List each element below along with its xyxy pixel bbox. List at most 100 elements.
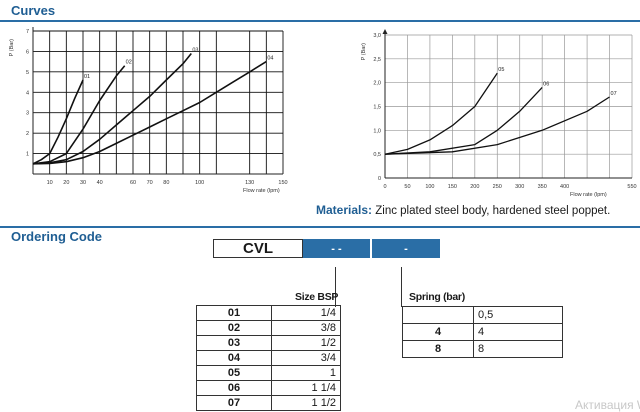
x-tick-label: 250 [493, 184, 502, 190]
size-value: 1/2 [271, 335, 341, 351]
x-tick-label: 50 [404, 184, 410, 190]
table-row: 01 1/4 [196, 305, 341, 321]
x-tick-label: 200 [470, 184, 479, 190]
series-label-05: 05 [498, 67, 504, 73]
size-code: 05 [196, 365, 272, 381]
size-value: 1 1/4 [271, 380, 341, 396]
size-value: 3/4 [271, 350, 341, 366]
x-tick-label: 40 [97, 180, 103, 186]
size-value: 1/4 [271, 305, 341, 321]
series-line-07 [384, 96, 610, 155]
x-tick-label: 100 [195, 180, 204, 186]
series-line-05 [384, 72, 498, 155]
spring-table-header: Spring (bar) [409, 291, 465, 303]
table-row: 04 3/4 [196, 350, 341, 366]
series-label-04: 04 [267, 56, 273, 62]
chart-flow-pressure-05-07: 00,51,01,52,02,53,00 50 100 150 200 250 300 350… [361, 29, 637, 198]
series-label-02: 02 [126, 60, 132, 66]
y-tick-label: 0,5 [373, 152, 381, 158]
connector-spring [401, 267, 402, 307]
series-label-06: 06 [543, 81, 549, 87]
code-separator [370, 239, 372, 258]
y-tick-label: 1,0 [373, 128, 381, 134]
x-tick-label: 350 [538, 184, 547, 190]
activation-watermark: Активация W [575, 398, 640, 412]
spring-value: 0,5 [473, 306, 563, 324]
spring-table: 0,5 4 4 8 8 [402, 306, 563, 358]
code-spring-selector: - [372, 239, 440, 258]
series-label-01: 01 [84, 74, 90, 80]
x-tick-label: 150 [278, 180, 287, 186]
y-tick-label: 2,5 [373, 57, 381, 63]
y-tick-label: 7 [26, 29, 29, 35]
size-code: 07 [196, 395, 272, 411]
series-line-01 [32, 79, 84, 165]
y-tick-label: 2,0 [373, 81, 381, 87]
y-tick-label: 4 [26, 90, 29, 96]
y-tick-label: 1,5 [373, 105, 381, 111]
code-prefix: CVL [213, 239, 303, 258]
spring-value: 4 [473, 323, 563, 341]
series-label-07: 07 [611, 91, 617, 97]
table-row: 06 1 1/4 [196, 380, 341, 396]
spring-code [402, 306, 474, 324]
y-tick-label: 0 [378, 176, 381, 182]
series-line-03 [32, 52, 192, 165]
x-tick-label: 60 [130, 180, 136, 186]
spring-code: 4 [402, 323, 474, 341]
x-tick-label: 20 [63, 180, 69, 186]
table-row: 02 3/8 [196, 320, 341, 336]
materials-label: Materials: [316, 203, 373, 217]
y-tick-label: 3 [26, 111, 29, 117]
x-tick-label: 0 [383, 184, 386, 190]
y-tick-label: 2 [26, 131, 29, 137]
y-axis-label: P (Bar) [9, 39, 15, 56]
size-code: 06 [196, 380, 272, 396]
x-axis-label: Flow rate (lpm) [243, 188, 280, 194]
x-tick-label: 70 [147, 180, 153, 186]
y-axis-arrow [382, 29, 388, 34]
section-rule-ordering [0, 226, 640, 228]
size-table-header: Size BSP [295, 291, 339, 303]
table-row: 07 1 1/2 [196, 395, 341, 411]
table-row: 05 1 [196, 365, 341, 381]
size-table: 01 1/4 02 3/8 03 1/2 04 3/4 05 1 06 1 1/4 07 1 1/2 [196, 305, 341, 411]
section-title-curves: Curves [11, 3, 56, 18]
materials-text: Zinc plated steel body, hardened steel p… [375, 205, 611, 217]
x-tick-label: 30 [80, 180, 86, 186]
size-value: 1 1/2 [271, 395, 341, 411]
section-rule-curves [0, 20, 640, 22]
size-code: 04 [196, 350, 272, 366]
y-tick-label: 1 [26, 152, 29, 158]
x-tick-label: 100 [425, 184, 434, 190]
x-tick-label: 130 [245, 180, 254, 186]
size-value: 3/8 [271, 320, 341, 336]
connector-size [335, 267, 336, 307]
x-axis-label: Flow rate (lpm) [570, 192, 607, 198]
section-title-ordering: Ordering Code [11, 229, 103, 244]
size-code: 02 [196, 320, 272, 336]
table-row: 0,5 [402, 306, 563, 324]
size-code: 01 [196, 305, 272, 321]
chart-flow-pressure-01-04: 1 2 3 4 5 6 7 10 20 30 40 60 70 80 100 130 150 P (Bar) Flo… [9, 27, 288, 194]
y-tick-label: 5 [26, 70, 29, 76]
y-tick-label: 3,0 [373, 33, 381, 39]
y-axis-label: P (Bar) [361, 43, 367, 60]
x-tick-label: 300 [515, 184, 524, 190]
size-value: 1 [271, 365, 341, 381]
x-tick-label: 80 [163, 180, 169, 186]
spring-value: 8 [473, 340, 563, 358]
series-line-02 [32, 65, 126, 165]
x-tick-label: 550 [627, 184, 636, 190]
series-line-04 [32, 60, 267, 165]
ordering-code-box: CVL - - - [213, 239, 440, 258]
table-row: 03 1/2 [196, 335, 341, 351]
x-tick-label: 400 [560, 184, 569, 190]
series-line-06 [384, 86, 543, 155]
x-tick-label: 10 [47, 180, 53, 186]
materials-line: Materials: Zinc plated steel body, harde… [316, 203, 610, 217]
y-tick-label: 6 [26, 49, 29, 55]
size-code: 03 [196, 335, 272, 351]
